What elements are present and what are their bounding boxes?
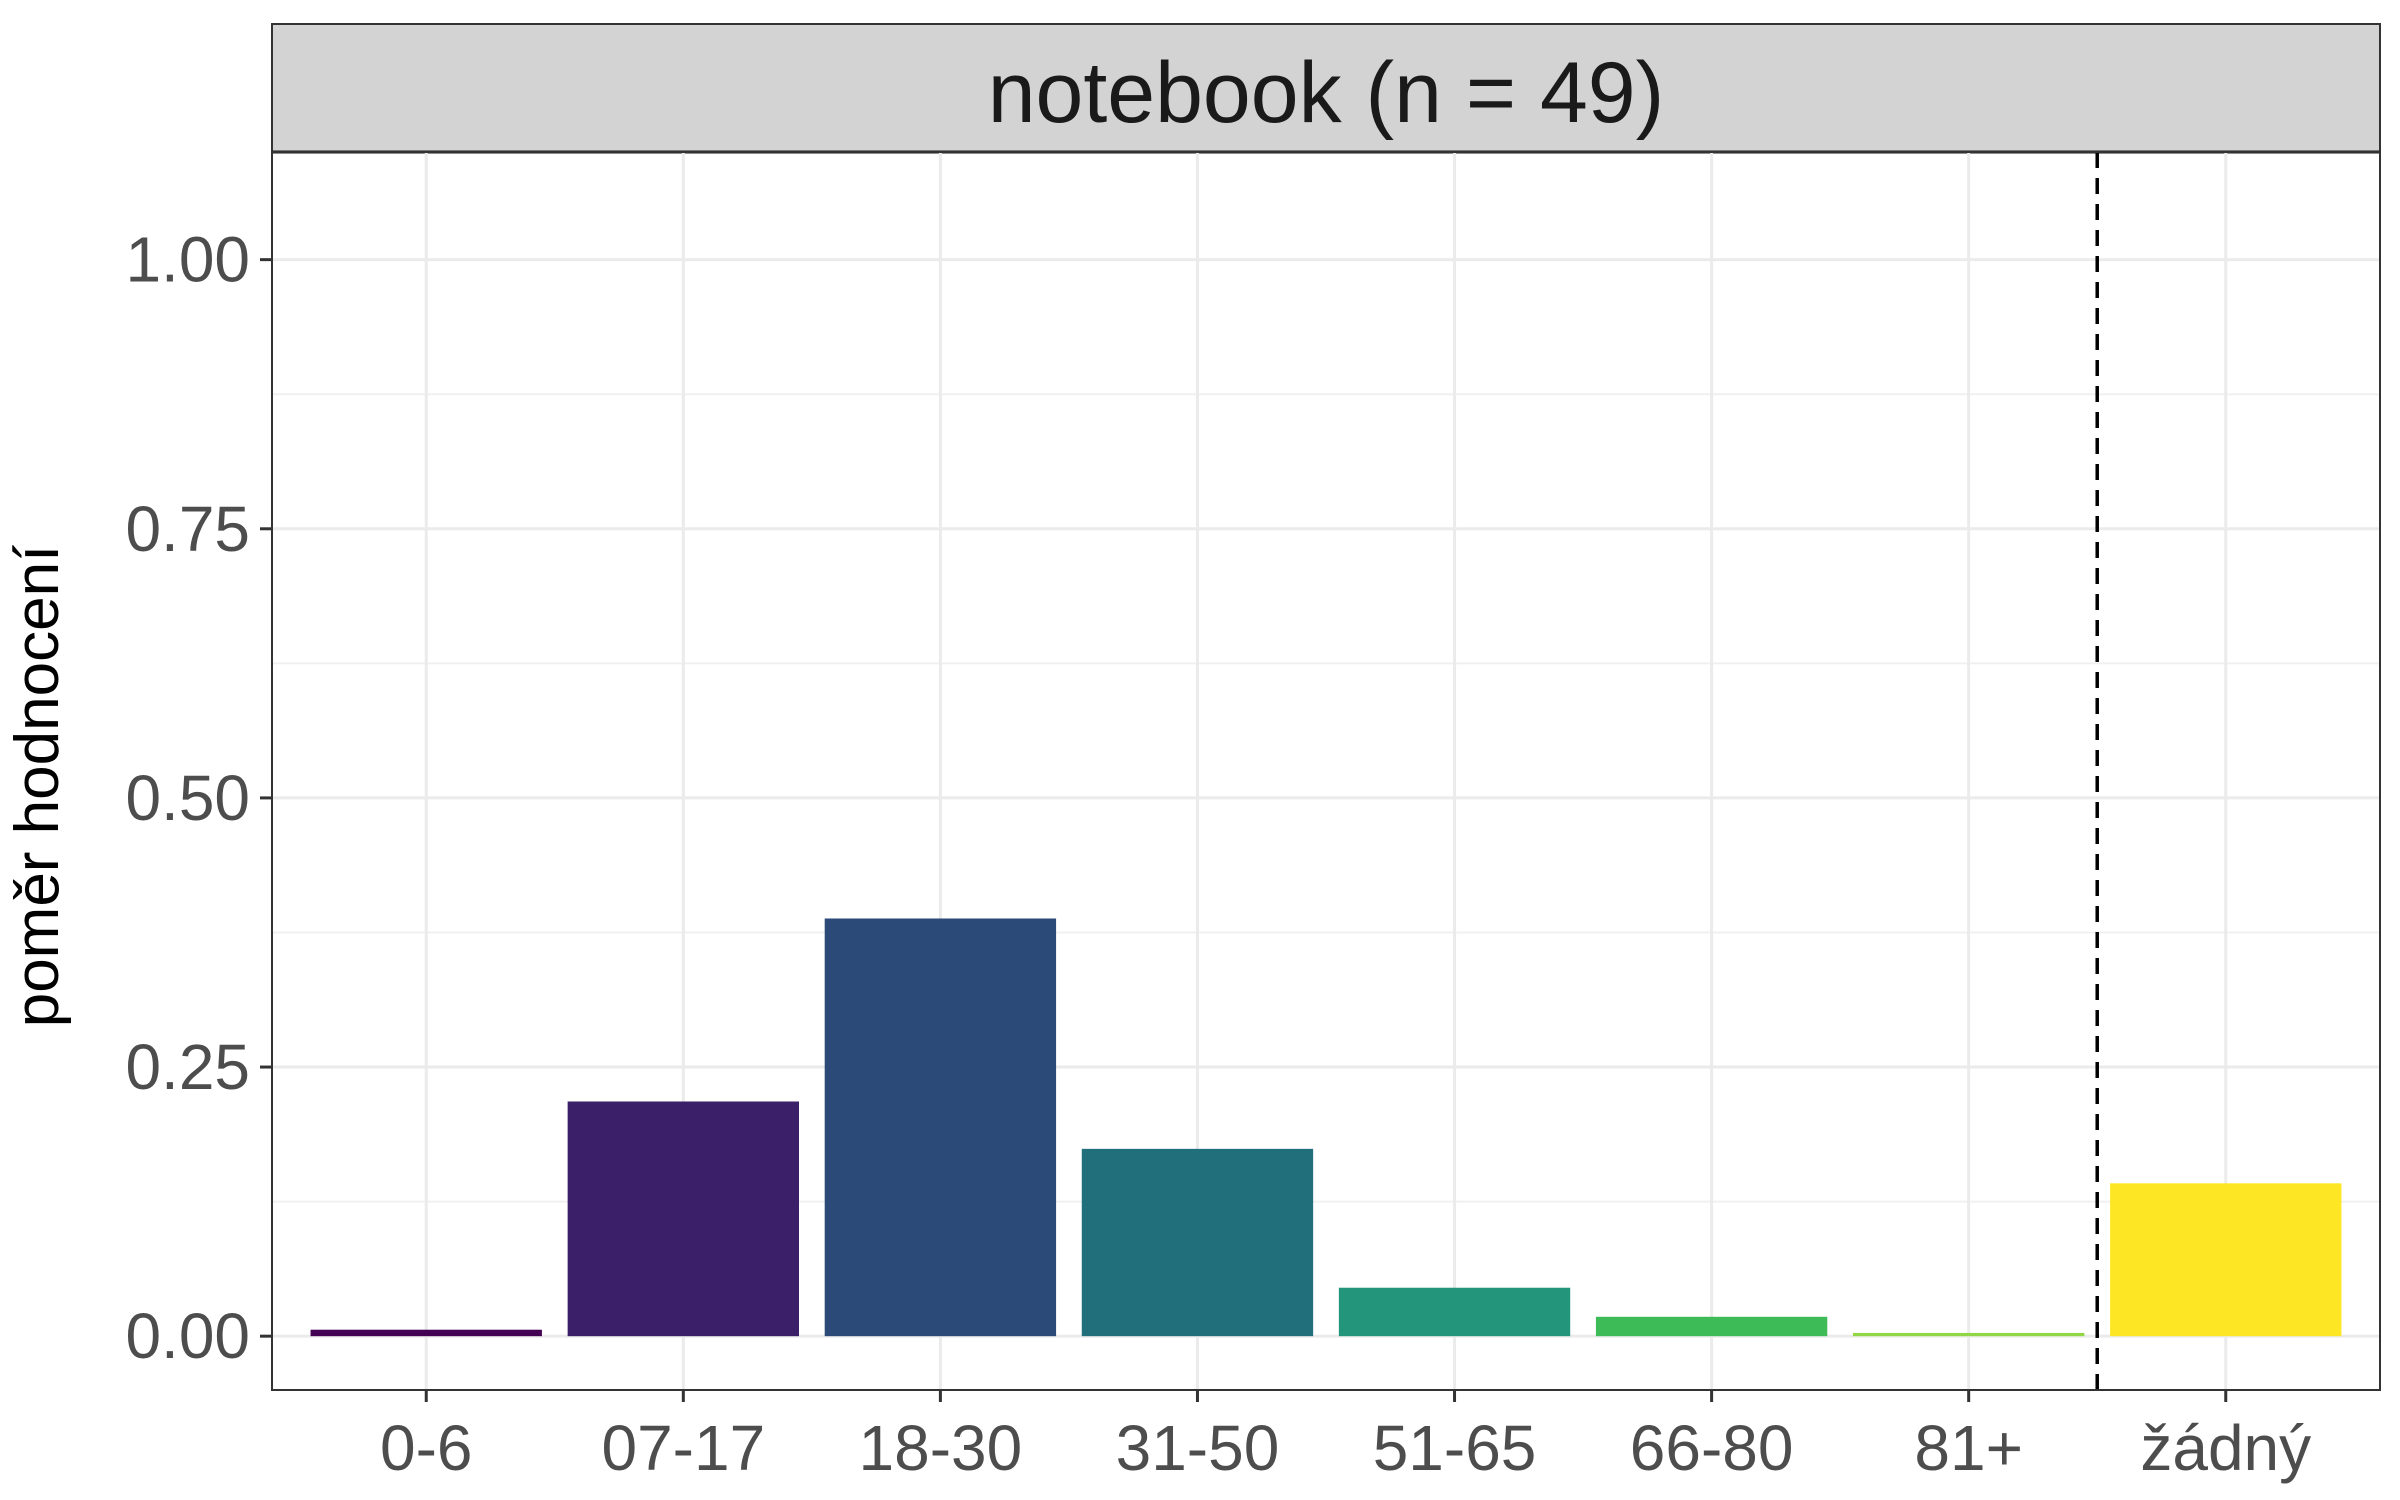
bar-0-6 bbox=[310, 1329, 542, 1337]
y-tick-label: 0.00 bbox=[125, 1300, 250, 1372]
plot-panel bbox=[271, 151, 2381, 1391]
y-tick-label: 1.00 bbox=[125, 224, 250, 296]
y-tick-label: 0.25 bbox=[125, 1031, 250, 1103]
x-tick-label: 66-80 bbox=[1630, 1412, 1794, 1484]
x-tick-label: 18-30 bbox=[859, 1412, 1023, 1484]
y-axis: 0.00 0.25 0.50 0.75 1.00 bbox=[125, 224, 272, 1372]
x-tick-label: 07-17 bbox=[601, 1412, 765, 1484]
y-tick-label: 0.75 bbox=[125, 493, 250, 565]
y-axis-title: poměr hodnocení bbox=[3, 545, 72, 1028]
bar-07-17 bbox=[567, 1101, 799, 1337]
x-tick-label: žádný bbox=[2140, 1412, 2311, 1484]
x-tick-label: 31-50 bbox=[1116, 1412, 1280, 1484]
bar-66-80 bbox=[1595, 1316, 1828, 1337]
facet-title: notebook (n = 49) bbox=[988, 45, 1665, 141]
x-tick-label: 0-6 bbox=[380, 1412, 473, 1484]
bar-51-65 bbox=[1338, 1287, 1571, 1337]
x-tick-label: 81+ bbox=[1914, 1412, 2023, 1484]
x-axis: 0-6 07-17 18-30 31-50 51-65 66-80 81+ žádný bbox=[380, 1390, 2311, 1484]
bars bbox=[310, 918, 2342, 1337]
panel-border bbox=[271, 151, 2381, 1391]
bar-31-50 bbox=[1081, 1148, 1314, 1337]
bar-žádný bbox=[2110, 1183, 2342, 1337]
bar-18-30 bbox=[824, 918, 1057, 1337]
x-tick-label: 51-65 bbox=[1373, 1412, 1537, 1484]
facet-strip bbox=[271, 23, 2381, 153]
y-tick-label: 0.50 bbox=[125, 762, 250, 834]
bar-81+ bbox=[1853, 1332, 2085, 1337]
